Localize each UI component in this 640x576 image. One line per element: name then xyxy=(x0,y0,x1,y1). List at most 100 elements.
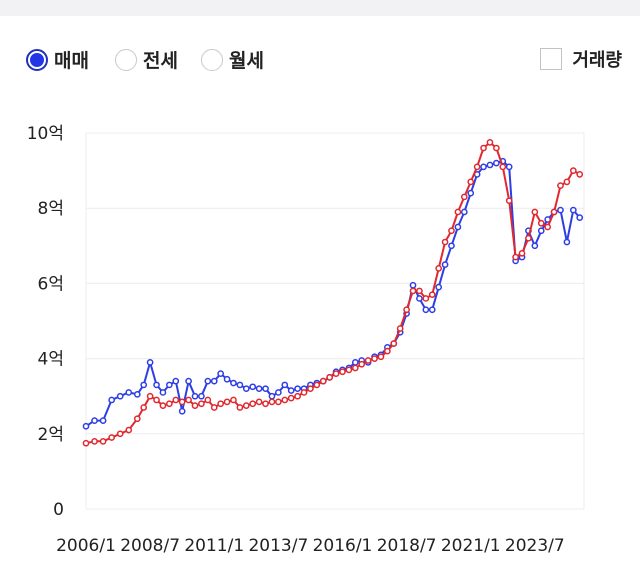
data-point xyxy=(557,182,564,189)
data-point xyxy=(525,234,532,242)
data-point xyxy=(236,381,244,389)
radio-jeonse-label: 전세 xyxy=(143,50,178,72)
data-point xyxy=(486,139,494,146)
data-point xyxy=(396,325,404,332)
y-tick-label: 2억 xyxy=(38,425,64,445)
radio-empty-icon xyxy=(115,48,137,71)
data-point xyxy=(486,161,494,169)
data-point xyxy=(116,392,124,400)
data-point xyxy=(281,381,289,389)
data-point xyxy=(409,281,417,289)
radio-sale[interactable]: 매매 xyxy=(26,46,89,73)
data-point xyxy=(377,353,385,361)
data-point xyxy=(217,400,225,408)
data-point xyxy=(210,404,218,411)
x-tick-label: 2008/7 xyxy=(120,536,180,556)
data-point xyxy=(133,390,141,398)
data-point xyxy=(198,392,205,400)
radio-monthly-label: 월세 xyxy=(229,50,264,72)
series-line xyxy=(85,160,581,428)
data-point xyxy=(428,291,436,299)
data-point xyxy=(153,381,160,389)
data-point xyxy=(125,426,133,434)
data-point xyxy=(230,379,237,387)
data-point xyxy=(339,368,346,376)
data-point xyxy=(108,434,115,441)
data-point xyxy=(563,238,571,246)
data-point xyxy=(159,389,167,396)
data-point xyxy=(332,370,340,377)
data-point xyxy=(210,377,218,385)
y-tick-label: 0 xyxy=(53,500,64,520)
data-point xyxy=(281,396,289,404)
data-point xyxy=(505,163,513,171)
data-point xyxy=(531,208,539,216)
data-point xyxy=(428,306,436,314)
data-point xyxy=(403,306,410,314)
data-point xyxy=(185,396,192,404)
data-point xyxy=(185,377,192,385)
data-point xyxy=(262,400,269,408)
chart-grid xyxy=(85,132,585,510)
data-point xyxy=(569,206,577,214)
data-point xyxy=(242,385,250,393)
data-point xyxy=(268,398,276,406)
data-point xyxy=(454,223,462,231)
x-tick-label: 2011/1 xyxy=(184,536,244,556)
data-point xyxy=(544,223,552,231)
data-point xyxy=(172,377,180,385)
data-point xyxy=(287,394,295,402)
data-point xyxy=(159,402,167,409)
radio-jeonse[interactable]: 전세 xyxy=(115,46,178,73)
data-point xyxy=(493,144,500,152)
data-point xyxy=(441,261,449,268)
data-point xyxy=(125,389,133,396)
data-point xyxy=(409,287,417,295)
x-tick-label: 2016/1 xyxy=(313,536,373,556)
data-point xyxy=(178,398,186,406)
data-point xyxy=(204,396,212,404)
top-bar xyxy=(0,0,640,16)
radio-selected-icon xyxy=(26,48,48,71)
data-point xyxy=(146,392,154,400)
y-tick-label: 6억 xyxy=(38,274,64,294)
volume-checkbox[interactable]: 거래량 xyxy=(540,46,622,72)
data-point xyxy=(319,377,327,385)
data-point xyxy=(223,375,231,383)
data-point xyxy=(82,439,90,447)
x-tick-label: 2023/7 xyxy=(505,536,565,556)
data-point xyxy=(480,144,487,152)
data-point xyxy=(448,227,455,235)
series-line xyxy=(85,141,581,445)
radio-monthly[interactable]: 월세 xyxy=(201,46,264,73)
x-tick-label: 2013/7 xyxy=(248,536,308,556)
data-point xyxy=(191,402,199,409)
data-point xyxy=(480,163,487,171)
data-point xyxy=(249,400,257,408)
x-tick-label: 2018/7 xyxy=(377,536,437,556)
data-point xyxy=(191,392,199,400)
data-point xyxy=(505,197,513,205)
series-red xyxy=(82,139,584,447)
data-point xyxy=(294,392,301,400)
data-point xyxy=(217,370,225,377)
y-tick-label: 10억 xyxy=(27,124,64,144)
data-point xyxy=(198,400,205,408)
data-point xyxy=(307,385,314,393)
data-point xyxy=(108,396,115,404)
data-point xyxy=(326,374,334,381)
data-point xyxy=(435,283,443,291)
data-point xyxy=(223,398,231,406)
data-point xyxy=(82,422,90,430)
data-point xyxy=(255,385,263,393)
y-tick-label: 8억 xyxy=(38,199,64,219)
data-point xyxy=(364,357,372,364)
data-point xyxy=(473,163,481,171)
x-axis-ticks: 2006/1 2008/7 2011/1 2013/7 2016/1 2018/7 2021… xyxy=(56,536,565,556)
data-point xyxy=(178,407,186,415)
data-point xyxy=(537,219,545,227)
data-point xyxy=(390,340,398,347)
data-point xyxy=(441,238,449,246)
data-point xyxy=(467,178,475,186)
